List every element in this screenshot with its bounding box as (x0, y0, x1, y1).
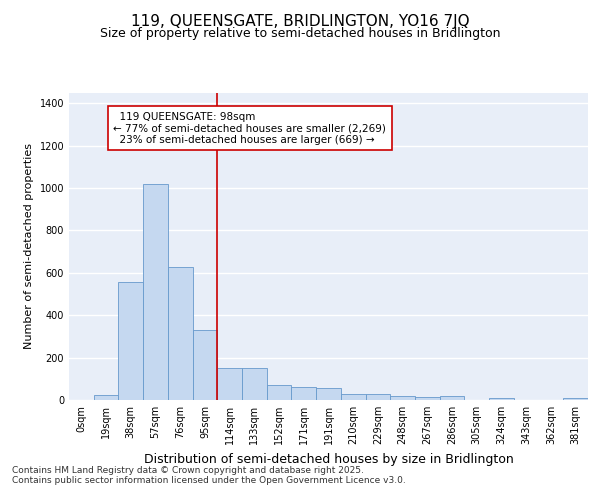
Bar (316, 388, 341, 400)
Bar (563, 398, 588, 400)
Bar (193, 330, 217, 400)
X-axis label: Distribution of semi-detached houses by size in Bridlington: Distribution of semi-detached houses by … (143, 452, 514, 466)
Text: 119, QUEENSGATE, BRIDLINGTON, YO16 7JQ: 119, QUEENSGATE, BRIDLINGTON, YO16 7JQ (131, 14, 469, 29)
Bar (440, 396, 464, 400)
Bar (341, 394, 365, 400)
Bar (217, 368, 242, 400)
Bar (489, 398, 514, 400)
Text: Size of property relative to semi-detached houses in Bridlington: Size of property relative to semi-detach… (100, 28, 500, 40)
Bar (292, 387, 316, 400)
Bar (168, 268, 193, 400)
Text: Contains HM Land Registry data © Crown copyright and database right 2025.
Contai: Contains HM Land Registry data © Crown c… (12, 466, 406, 485)
Bar (94, 396, 118, 400)
Bar (242, 368, 267, 400)
Text: 119 QUEENSGATE: 98sqm
← 77% of semi-detached houses are smaller (2,269)
  23% of: 119 QUEENSGATE: 98sqm ← 77% of semi-deta… (113, 112, 386, 145)
Bar (390, 396, 415, 400)
Y-axis label: Number of semi-detached properties: Number of semi-detached properties (24, 143, 34, 349)
Bar (267, 384, 292, 400)
Bar (143, 184, 168, 400)
Bar (365, 394, 390, 400)
Bar (415, 397, 440, 400)
Bar (118, 282, 143, 400)
